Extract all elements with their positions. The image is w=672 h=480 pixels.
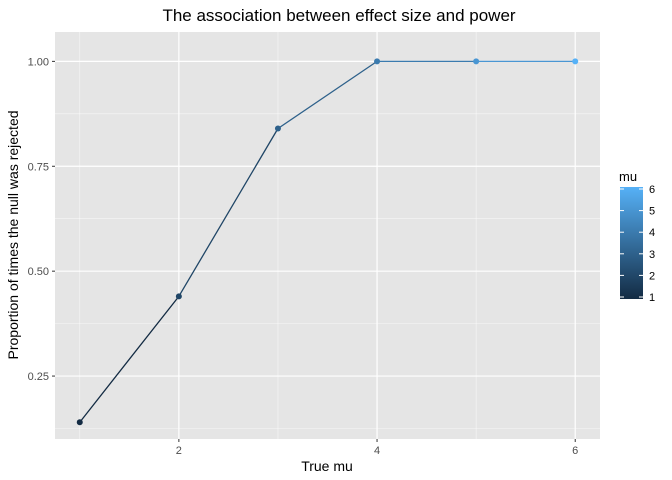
data-point xyxy=(473,58,480,65)
legend-tick-label: 6 xyxy=(649,184,655,196)
data-point xyxy=(374,58,381,65)
legend-tick-label: 5 xyxy=(649,206,655,218)
y-tick-label: 0.25 xyxy=(28,371,49,383)
x-tick-label: 2 xyxy=(176,445,182,457)
legend-title: mu xyxy=(619,169,637,184)
plot-panel xyxy=(55,32,600,439)
data-points xyxy=(76,58,579,426)
chart-title: The association between effect size and … xyxy=(162,6,515,25)
legend-tick-label: 1 xyxy=(649,292,655,304)
y-tick-label: 0.50 xyxy=(28,266,49,278)
y-axis-title: Proportion of times the null was rejecte… xyxy=(5,110,21,359)
y-tick-label: 0.75 xyxy=(28,161,49,173)
x-tick-label: 6 xyxy=(572,445,578,457)
y-tick-label: 1.00 xyxy=(28,56,49,68)
x-axis: 2 4 6 xyxy=(176,439,578,457)
line-segment xyxy=(277,60,378,130)
data-point xyxy=(572,58,579,65)
legend-colorbar xyxy=(620,187,643,299)
legend-tick-label: 4 xyxy=(649,227,655,239)
minor-gridlines xyxy=(55,32,600,439)
color-legend: mu 1 2 3 4 5 6 xyxy=(619,169,655,304)
data-point xyxy=(274,125,281,132)
line-segment xyxy=(79,295,180,423)
line-segment xyxy=(178,127,279,297)
legend-ticks: 1 2 3 4 5 6 xyxy=(620,184,655,304)
data-point xyxy=(76,419,83,426)
x-tick-label: 4 xyxy=(374,445,380,457)
x-axis-title: True mu xyxy=(301,458,353,474)
data-point xyxy=(175,293,182,300)
y-axis: 0.25 0.50 0.75 1.00 xyxy=(28,56,55,383)
legend-tick-label: 2 xyxy=(649,270,655,282)
series-line xyxy=(79,60,576,423)
legend-tick-label: 3 xyxy=(649,249,655,261)
